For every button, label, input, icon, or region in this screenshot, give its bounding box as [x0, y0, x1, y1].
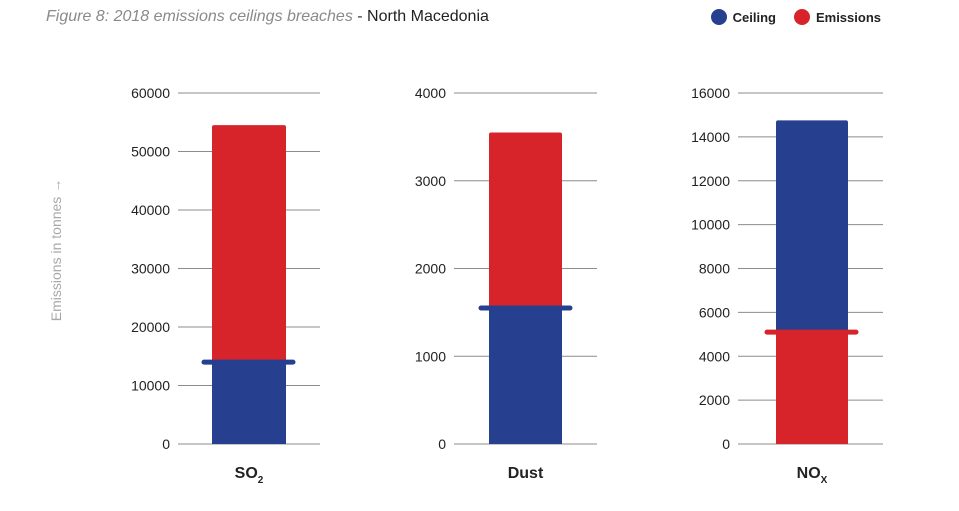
legend: Ceiling Emissions [710, 9, 881, 25]
legend-swatch-emissions [793, 9, 810, 25]
category-subscript: X [821, 475, 828, 486]
chart-so2: 0 10000 20000 30000 40000 50000 60000 SO2 [131, 85, 320, 486]
category-label: Dust [508, 465, 544, 482]
tick-label: 10000 [691, 217, 730, 233]
figure-subtitle: North Macedonia [367, 8, 489, 25]
tick-label: 50000 [131, 144, 170, 160]
bar-ceiling [489, 307, 562, 444]
legend-label-emissions: Emissions [815, 9, 881, 25]
legend-item-ceiling: Ceiling [710, 9, 776, 25]
tick-label: 8000 [699, 261, 730, 277]
tick-label: 2000 [699, 392, 730, 408]
tick-label: 0 [438, 436, 446, 452]
tick-label: 10000 [131, 378, 170, 394]
tick-label: 30000 [131, 261, 170, 277]
category-label: NOX [797, 465, 828, 486]
category-label: SO2 [235, 465, 264, 486]
title-separator: - [352, 8, 368, 25]
figure-header: Figure 8: 2018 emissions ceilings breach… [46, 8, 489, 26]
bar-ceiling [212, 362, 286, 444]
tick-label: 1000 [415, 348, 446, 364]
tick-label: 20000 [131, 319, 170, 335]
tick-label: 0 [162, 436, 170, 452]
tick-label: 0 [722, 436, 730, 452]
chart-dust: 0 1000 2000 3000 4000 Dust [415, 85, 597, 482]
figure-title: Figure 8: 2018 emissions ceilings breach… [46, 8, 353, 25]
legend-label-ceiling: Ceiling [732, 9, 776, 25]
bar-emissions [776, 332, 848, 444]
tick-label: 16000 [691, 85, 730, 101]
tick-label: 2000 [415, 261, 446, 277]
chart-nox: 0 2000 4000 6000 8000 10000 12000 14000 16000 NOX [691, 85, 883, 486]
tick-label: 60000 [131, 85, 170, 101]
tick-label: 6000 [699, 304, 730, 320]
tick-label: 14000 [691, 129, 730, 145]
category-subscript: 2 [258, 475, 264, 486]
tick-label: 40000 [131, 202, 170, 218]
tick-label: 4000 [415, 85, 446, 101]
legend-item-emissions: Emissions [793, 9, 881, 25]
tick-label: 12000 [691, 173, 730, 189]
legend-swatch-ceiling [710, 9, 727, 25]
tick-label: 3000 [415, 173, 446, 189]
tick-label: 4000 [699, 348, 730, 364]
